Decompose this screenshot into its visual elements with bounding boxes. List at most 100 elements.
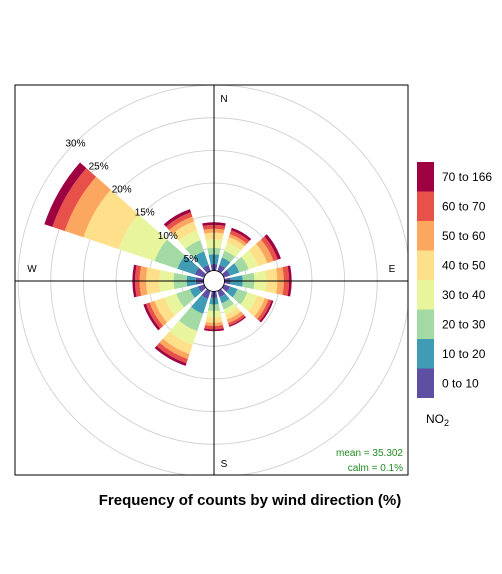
- wedge-dir-240-bin-4: [154, 297, 175, 323]
- wedge-dir-60-bin-1: [226, 263, 240, 276]
- wedge-dir-210-bin-0: [201, 288, 211, 299]
- wedge-dir-30-bin-3: [224, 242, 241, 258]
- legend-swatch-7: [417, 368, 434, 398]
- wedge-dir-60-bin-2: [234, 256, 249, 273]
- compass-south-label: S: [221, 459, 228, 470]
- compass-west-label: W: [27, 264, 37, 275]
- x-axis-label: Frequency of counts by wind direction (%…: [99, 492, 402, 509]
- legend-swatch-3: [417, 250, 434, 280]
- plot-border: [14, 84, 409, 476]
- wedge-dir-240-bin-7: [143, 303, 161, 331]
- wedge-dir-300-bin-4: [83, 189, 139, 250]
- wedge-dir-330-bin-5: [169, 216, 195, 235]
- wedge-dir-330-bin-0: [202, 264, 211, 274]
- legend-swatch-2: [417, 221, 434, 251]
- wedge-dir-300-bin-0: [194, 267, 207, 278]
- wedge-dir-240-bin-0: [197, 284, 207, 293]
- compass-axes: [15, 85, 408, 475]
- wedge-dir-150-bin-5: [226, 311, 244, 324]
- legend-swatch-5: [417, 309, 434, 339]
- wedge-dir-30-bin-7: [230, 227, 252, 241]
- ring-labels: 5% 10% 15% 20% 25% 30%: [65, 139, 198, 265]
- legend-label-1: 60 to 70: [442, 199, 486, 213]
- wedge-dir-210-bin-1: [191, 295, 208, 314]
- wedge-dir-330-bin-6: [165, 212, 193, 231]
- ring-label-5: 5%: [184, 254, 199, 265]
- wedge-dir-120-bin-4: [248, 295, 265, 317]
- legend-swatch-4: [417, 280, 434, 310]
- wedge-dir-60-bin-4: [248, 243, 268, 267]
- wedge-dir-30-bin-2: [221, 250, 236, 263]
- legend-title-subscript: 2: [444, 418, 449, 428]
- ring-label-15: 15%: [135, 208, 155, 219]
- wedge-dir-150-bin-2: [221, 298, 234, 310]
- wedge-dir-30-bin-6: [229, 230, 250, 244]
- wedge-dir-150-bin-1: [219, 293, 230, 304]
- wedge-dir-300-bin-3: [118, 214, 168, 262]
- wedge-dir-330-bin-4: [172, 221, 198, 241]
- ring-label-30: 30%: [65, 139, 85, 150]
- legend-label-2: 50 to 60: [442, 229, 486, 243]
- legend-label-5: 20 to 30: [442, 317, 486, 331]
- wedge-dir-210-bin-6: [156, 342, 188, 364]
- wedge-dir-60-bin-0: [221, 269, 231, 278]
- wedge-dir-120-bin-3: [240, 292, 258, 312]
- wedge-dir-150-bin-0: [217, 288, 226, 298]
- center-circle: [203, 270, 225, 292]
- wedge-dir-120-bin-6: [257, 299, 272, 322]
- wedge-dir-300-bin-5: [64, 176, 111, 238]
- compass-east-label: E: [389, 264, 396, 275]
- wedge-dir-120-bin-1: [226, 286, 238, 298]
- wedge-dir-300-bin-1: [177, 255, 199, 275]
- wedge-dir-60-bin-5: [256, 239, 274, 264]
- wedge-dir-30-bin-5: [228, 233, 247, 247]
- legend-label-3: 40 to 50: [442, 258, 486, 272]
- wedge-dir-150-bin-3: [223, 303, 238, 315]
- wedge-dir-330-bin-2: [185, 240, 205, 258]
- legend-title-main: NO: [426, 412, 444, 426]
- wedge-dir-330-bin-3: [178, 230, 201, 249]
- wedge-dir-210-bin-3: [169, 320, 198, 345]
- legend-label-7: 0 to 10: [442, 376, 479, 390]
- wedge-dir-210-bin-7: [154, 346, 187, 366]
- wedge-dir-210-bin-5: [159, 338, 190, 360]
- wedge-dir-30-bin-1: [219, 257, 231, 269]
- wedge-dir-240-bin-1: [189, 286, 202, 298]
- wedge-dir-300-bin-6: [52, 168, 97, 232]
- legend-swatch-1: [417, 191, 434, 221]
- mean-stat: mean = 35.302: [336, 448, 403, 459]
- calm-stat: calm = 0.1%: [348, 463, 403, 474]
- ring-label-25: 25%: [89, 162, 109, 173]
- wedge-dir-330-bin-7: [163, 209, 191, 227]
- wind-rose-wedges: [44, 162, 292, 366]
- wedge-dir-150-bin-4: [225, 307, 241, 320]
- wedge-dir-210-bin-4: [162, 331, 193, 355]
- wedge-dir-300-bin-2: [154, 239, 186, 269]
- ring-label-20: 20%: [112, 185, 132, 196]
- wedge-dir-30-bin-4: [226, 237, 245, 251]
- wedge-dir-120-bin-2: [232, 288, 248, 305]
- wedge-dir-210-bin-2: [178, 306, 204, 332]
- ring-label-10: 10%: [158, 231, 178, 242]
- compass-north-label: N: [220, 94, 227, 105]
- legend-label-4: 30 to 40: [442, 288, 486, 302]
- wedge-dir-240-bin-3: [164, 293, 185, 316]
- wedge-dir-120-bin-7: [259, 300, 274, 323]
- legend-label-6: 10 to 20: [442, 347, 486, 361]
- wedge-dir-60-bin-3: [241, 250, 258, 270]
- legend-swatch-0: [417, 162, 434, 192]
- wedge-dir-60-bin-7: [264, 234, 281, 260]
- wedge-dir-120-bin-0: [221, 284, 231, 293]
- wedge-dir-240-bin-2: [176, 289, 195, 308]
- wedge-dir-30-bin-0: [217, 264, 226, 274]
- legend-swatch-6: [417, 339, 434, 369]
- wedge-dir-150-bin-6: [228, 314, 246, 326]
- legend-label-0: 70 to 166: [442, 170, 492, 184]
- legend: 70 to 166 60 to 70 50 to 60 40 to 50 30 to 4…: [417, 162, 492, 398]
- legend-title: NO2: [426, 412, 449, 428]
- wedge-dir-330-bin-1: [193, 251, 209, 269]
- wedge-dir-60-bin-6: [260, 236, 278, 262]
- wedge-dir-150-bin-7: [228, 316, 247, 327]
- wedge-dir-240-bin-6: [145, 302, 164, 329]
